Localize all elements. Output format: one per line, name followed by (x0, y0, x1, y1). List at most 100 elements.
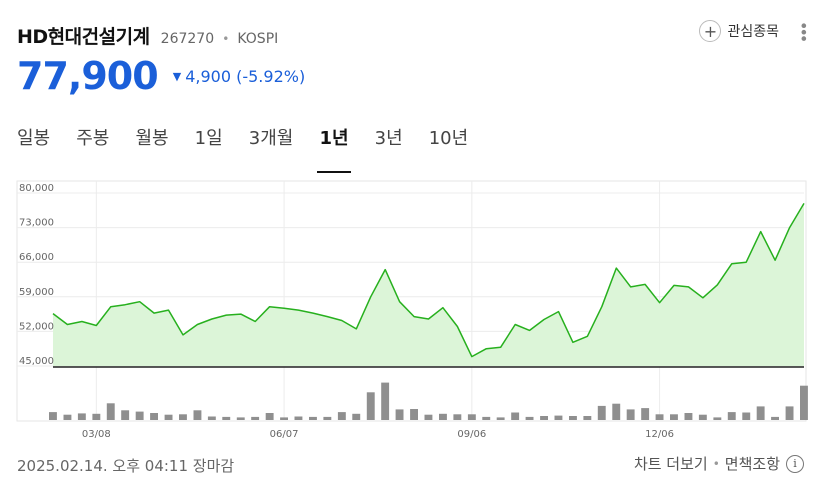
volume-bar (323, 416, 332, 420)
label-layer: 80,000 73,000 66,000 59,000 52,000 45,000 03/0… (19, 183, 674, 440)
volume-bar (771, 416, 779, 420)
price-chart[interactable]: 80,000 73,000 66,000 59,000 52,000 45,000 03/0… (0, 180, 821, 445)
volume-bar (251, 416, 260, 420)
tab-10-years[interactable]: 10년 (428, 128, 469, 149)
stock-name: HD현대건설기계 (17, 26, 150, 48)
tab-1-year[interactable]: 1년 (317, 120, 351, 173)
volume-bar (496, 417, 505, 420)
y-tick-label: 66,000 (19, 252, 54, 263)
volume-bar (482, 416, 491, 420)
volume-bar (597, 405, 606, 420)
volume-bar (569, 416, 577, 420)
footer-links: 차트 더보기 • 면책조항 i (634, 453, 804, 474)
volume-bar (554, 415, 563, 420)
chart-svg: 80,000 73,000 66,000 59,000 52,000 45,000 03/0… (16, 180, 808, 440)
volume-bar (670, 414, 678, 420)
volume-bar (626, 409, 635, 420)
volume-bar (135, 411, 144, 420)
y-tick-label: 52,000 (19, 321, 54, 332)
volume-bar (540, 416, 548, 420)
volume-bar (309, 416, 317, 420)
tab-3-years[interactable]: 3년 (374, 128, 403, 149)
info-icon[interactable]: i (786, 454, 804, 473)
volume-bar (641, 408, 650, 420)
volume-bar (280, 417, 288, 420)
area-layer (52, 203, 805, 366)
volume-bar (294, 416, 303, 420)
volume-bar (727, 412, 736, 420)
current-price: 77,900 (17, 54, 159, 98)
volume-bar (49, 412, 57, 420)
tab-3-months[interactable]: 3개월 (248, 128, 294, 149)
volume-bar (337, 412, 346, 420)
y-tick-label: 45,000 (19, 356, 54, 367)
volume-bar (698, 414, 707, 420)
volume-bar (684, 413, 693, 420)
tab-daily[interactable]: 일봉 (17, 128, 51, 149)
header: HD현대건설기계 267270 • KOSPI + 관심종목 ••• (17, 20, 813, 50)
x-tick-label: 06/07 (270, 429, 299, 440)
x-tick-label: 12/06 (645, 429, 674, 440)
volume-bar (381, 382, 390, 420)
volume-bar (77, 413, 86, 420)
add-watchlist-button[interactable]: + 관심종목 (699, 20, 779, 42)
watchlist-label: 관심종목 (727, 24, 779, 40)
volume-bar (583, 416, 592, 420)
tab-weekly[interactable]: 주봉 (76, 128, 110, 149)
volume-bar (525, 416, 534, 420)
volume-bar (92, 413, 101, 420)
volume-bar (352, 413, 361, 420)
volume-bar (655, 414, 664, 420)
volume-bar (467, 414, 476, 420)
volume-bar (121, 410, 130, 420)
volume-bar (453, 414, 462, 420)
volume-bar (439, 413, 447, 420)
volume-bar (179, 414, 187, 420)
volume-bar (800, 385, 808, 420)
volume-bar (785, 406, 794, 420)
volume-bar (511, 412, 520, 420)
volume-bar (193, 410, 202, 420)
volume-bar (63, 414, 72, 420)
disclaimer-link[interactable]: 면책조항 (724, 455, 780, 473)
plus-circle-icon: + (699, 20, 722, 42)
volume-bar (207, 416, 216, 420)
chart-more-link[interactable]: 차트 더보기 (633, 455, 708, 473)
separator-dot: • (222, 32, 230, 46)
market-status-datetime: 2025.02.14. 오후 04:11 장마감 (17, 457, 235, 475)
tab-monthly[interactable]: 월봉 (135, 128, 169, 149)
chart-frame (16, 180, 807, 422)
price-line (52, 203, 805, 358)
volume-bar (612, 403, 621, 420)
price-change: ▼ 4,900 (-5.92%) (173, 67, 305, 86)
volume-bar (106, 403, 115, 420)
stock-code: 267270 (160, 31, 215, 47)
volume-bar (222, 416, 231, 420)
volume-bar (150, 413, 158, 420)
footer-separator: • (712, 456, 720, 471)
price-row: 77,900 ▼ 4,900 (-5.92%) (17, 54, 305, 98)
x-tick-label: 03/08 (82, 429, 111, 440)
more-options-icon[interactable]: ••• (794, 21, 813, 41)
volume-bar (756, 406, 765, 420)
volume-bar (395, 409, 404, 420)
market-name: KOSPI (237, 31, 279, 47)
volume-bar (366, 392, 375, 420)
y-tick-label: 59,000 (19, 287, 54, 298)
y-tick-label: 73,000 (19, 218, 54, 229)
price-area (53, 203, 804, 366)
y-tick-label: 80,000 (19, 183, 54, 194)
volume-bar (236, 417, 245, 420)
volume-bar (713, 417, 722, 420)
volume-bar (265, 413, 274, 420)
volume-bar (410, 409, 418, 420)
tab-1-day[interactable]: 1일 (194, 128, 223, 149)
x-tick-label: 09/06 (457, 429, 486, 440)
volume-bar (164, 414, 173, 420)
volume-bar (742, 412, 751, 420)
change-amount: 4,900 (185, 66, 232, 86)
down-arrow-icon: ▼ (172, 69, 182, 83)
change-percent: (-5.92%) (236, 66, 306, 86)
volume-bar (424, 414, 433, 420)
volume-layer (49, 382, 808, 420)
